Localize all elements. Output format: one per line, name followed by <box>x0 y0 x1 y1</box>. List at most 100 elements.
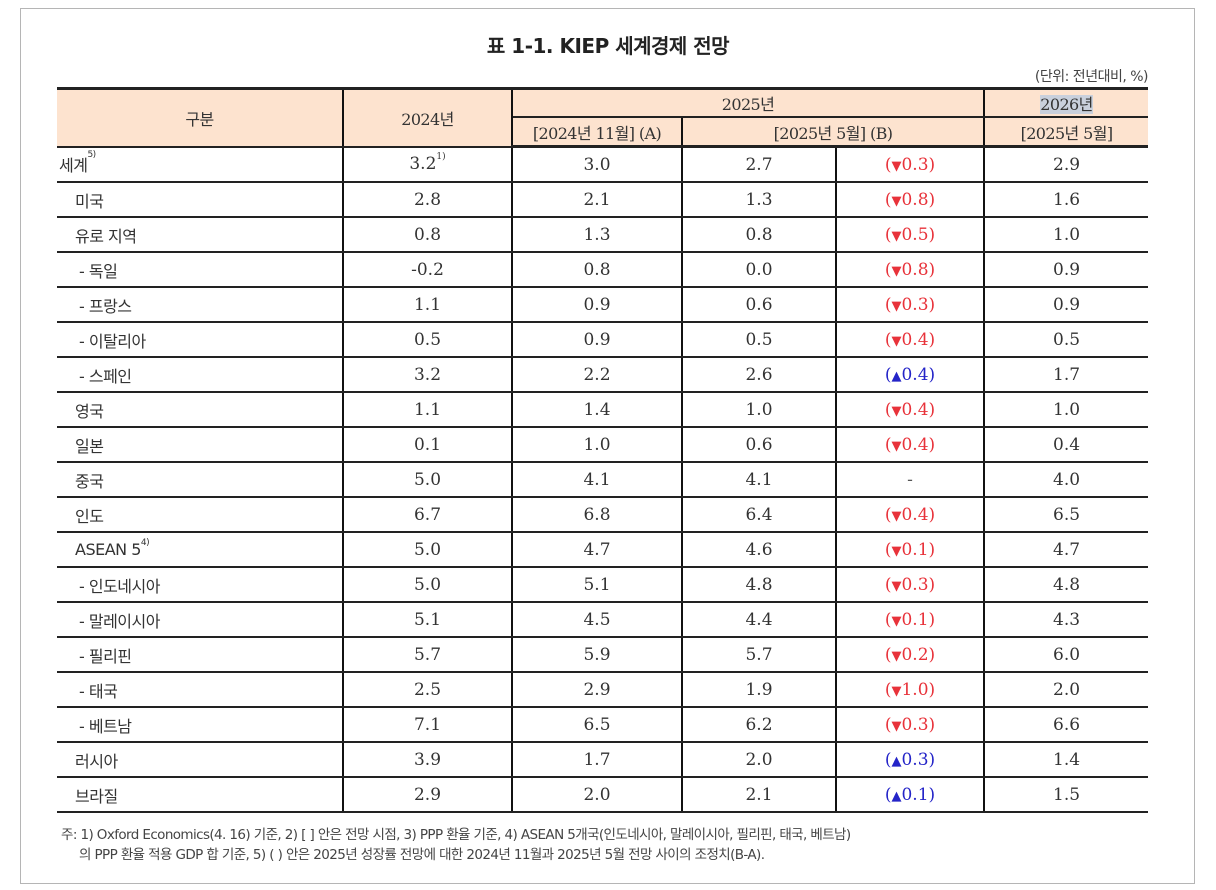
adjustment-cell: (▼0.1) <box>834 602 986 638</box>
row-label: - 이탈리아 <box>79 331 146 351</box>
value-2024-cell: 5.1 <box>342 602 513 638</box>
value-2024-cell: 5.0 <box>342 567 513 603</box>
paren-close: ) <box>928 574 936 595</box>
adjustment-value: (▼0.3) <box>885 575 935 595</box>
forecast-b-value: 2.0 <box>681 742 837 778</box>
forecast-b-value: 2.6 <box>681 357 837 393</box>
forecast-a-value: 2.9 <box>511 672 683 708</box>
forecast-b-value: 0.5 <box>681 322 837 358</box>
adjustment-value: (▲0.1) <box>885 785 935 805</box>
row-label: 브라질 <box>75 786 118 806</box>
adjustment-value: (▼0.3) <box>885 155 935 175</box>
forecast-b-value: 4.8 <box>681 567 837 603</box>
adjustment-value: (▼0.1) <box>885 610 935 630</box>
row-label: - 말레이시아 <box>79 611 160 631</box>
row-label-cell: - 태국 <box>57 672 344 708</box>
forecast-2026-value: 0.9 <box>983 287 1149 323</box>
adjustment-value: (▼0.5) <box>885 225 935 245</box>
table-row: 인도 6.7 6.8 6.4 (▼0.4) 6.5 <box>57 497 1149 533</box>
forecast-table: 구분 2024년 2025년 2026년 [2024년 11월] (A) [20… <box>57 87 1149 813</box>
row-label-cell: 영국 <box>57 392 344 428</box>
value-2024: 0.8 <box>413 224 442 245</box>
adjustment-cell: (▼0.3) <box>834 287 986 323</box>
table-row: - 말레이시아 5.1 4.5 4.4 (▼0.1) 4.3 <box>57 602 1149 638</box>
header-forecast-a: [2024년 11월] (A) <box>512 117 683 148</box>
forecast-b-value: 0.6 <box>681 287 837 323</box>
row-label: 러시아 <box>75 751 118 771</box>
adjustment-value: (▼0.1) <box>885 540 935 560</box>
footnote-line-1: 주: 1) Oxford Economics(4. 16) 기준, 2) [ ]… <box>61 827 851 843</box>
forecast-2026-value: 1.4 <box>983 742 1149 778</box>
adjustment-number: 1.0 <box>901 679 929 700</box>
adjustment-number: 0.3 <box>901 574 929 595</box>
value-2024: 7.1 <box>413 714 442 735</box>
forecast-b-value: 2.1 <box>681 777 837 813</box>
adjustment-cell: (▼0.5) <box>834 217 986 253</box>
forecast-2026-value: 0.5 <box>983 322 1149 358</box>
paren-close: ) <box>928 644 936 665</box>
adjustment-number: 0.3 <box>901 154 929 175</box>
forecast-2026-value: 0.4 <box>983 427 1149 463</box>
adjustment-none: - <box>907 469 913 490</box>
forecast-2026-value: 1.6 <box>983 182 1149 218</box>
table-row: - 스페인 3.2 2.2 2.6 (▲0.4) 1.7 <box>57 357 1149 393</box>
forecast-b-value: 4.6 <box>681 532 837 568</box>
row-label-cell: - 말레이시아 <box>57 602 344 638</box>
forecast-2026-value: 2.9 <box>983 146 1149 183</box>
adjustment-cell: (▼0.8) <box>834 182 986 218</box>
row-label: 미국 <box>75 191 104 211</box>
header-2024: 2024년 <box>342 87 513 148</box>
row-label: 중국 <box>75 471 104 491</box>
adjustment-value: (▲0.3) <box>885 750 935 770</box>
forecast-a-value: 0.9 <box>511 322 683 358</box>
table-row: 러시아 3.9 1.7 2.0 (▲0.3) 1.4 <box>57 742 1149 778</box>
adjustment-number: 0.4 <box>901 329 929 350</box>
value-2024: 5.7 <box>413 644 442 665</box>
triangle-down-icon: ▼ <box>891 648 902 664</box>
paren-open: ( <box>884 574 892 595</box>
paren-open: ( <box>884 364 892 385</box>
triangle-down-icon: ▼ <box>891 683 902 699</box>
paren-close: ) <box>928 154 936 175</box>
footnote-ref: 4) <box>140 538 150 548</box>
forecast-a-value: 2.2 <box>511 357 683 393</box>
row-label-cell: - 필리핀 <box>57 637 344 673</box>
triangle-down-icon: ▼ <box>891 193 902 209</box>
paren-close: ) <box>928 224 936 245</box>
triangle-up-icon: ▲ <box>891 368 902 384</box>
footnote-ref: 5) <box>87 150 96 161</box>
forecast-a-value: 2.0 <box>511 777 683 813</box>
adjustment-number: 0.1 <box>901 539 929 560</box>
paren-close: ) <box>928 294 936 315</box>
forecast-2026-value: 4.8 <box>983 567 1149 603</box>
value-2024-cell: 3.2 <box>342 357 513 393</box>
row-label-cell: - 인도네시아 <box>57 567 344 603</box>
triangle-down-icon: ▼ <box>891 718 902 734</box>
value-2024: 2.8 <box>413 189 442 210</box>
paren-close: ) <box>928 539 936 560</box>
value-2024-cell: -0.2 <box>342 252 513 288</box>
paren-close: ) <box>928 784 936 805</box>
value-2024-cell: 1.1 <box>342 287 513 323</box>
paren-open: ( <box>884 784 892 805</box>
table-row: - 태국 2.5 2.9 1.9 (▼1.0) 2.0 <box>57 672 1149 708</box>
adjustment-cell: (▼0.3) <box>834 146 986 183</box>
row-label-cell: 유로 지역 <box>57 217 344 253</box>
table-body: 세계5) 3.21) 3.0 2.7 (▼0.3) 2.9 미국 2.8 2.1 1.3 (▼0.8… <box>57 146 1149 813</box>
row-label: 유로 지역 <box>75 226 137 246</box>
forecast-b-value: 0.6 <box>681 427 837 463</box>
adjustment-cell: (▲0.4) <box>834 357 986 393</box>
row-label-cell: 러시아 <box>57 742 344 778</box>
triangle-down-icon: ▼ <box>891 403 902 419</box>
paren-close: ) <box>928 399 936 420</box>
paren-open: ( <box>884 644 892 665</box>
value-2024-cell: 0.1 <box>342 427 513 463</box>
value-2024-cell: 0.5 <box>342 322 513 358</box>
triangle-down-icon: ▼ <box>891 263 902 279</box>
header-forecast-2026: [2025년 5월] <box>983 117 1149 148</box>
header-2026-text: 2026년 <box>1040 95 1093 114</box>
value-2024-cell: 2.8 <box>342 182 513 218</box>
footnote-line-2: 의 PPP 환율 적용 GDP 합 기준, 5) ( ) 안은 2025년 성장… <box>79 847 765 863</box>
forecast-a-value: 0.8 <box>511 252 683 288</box>
forecast-b-value: 0.8 <box>681 217 837 253</box>
